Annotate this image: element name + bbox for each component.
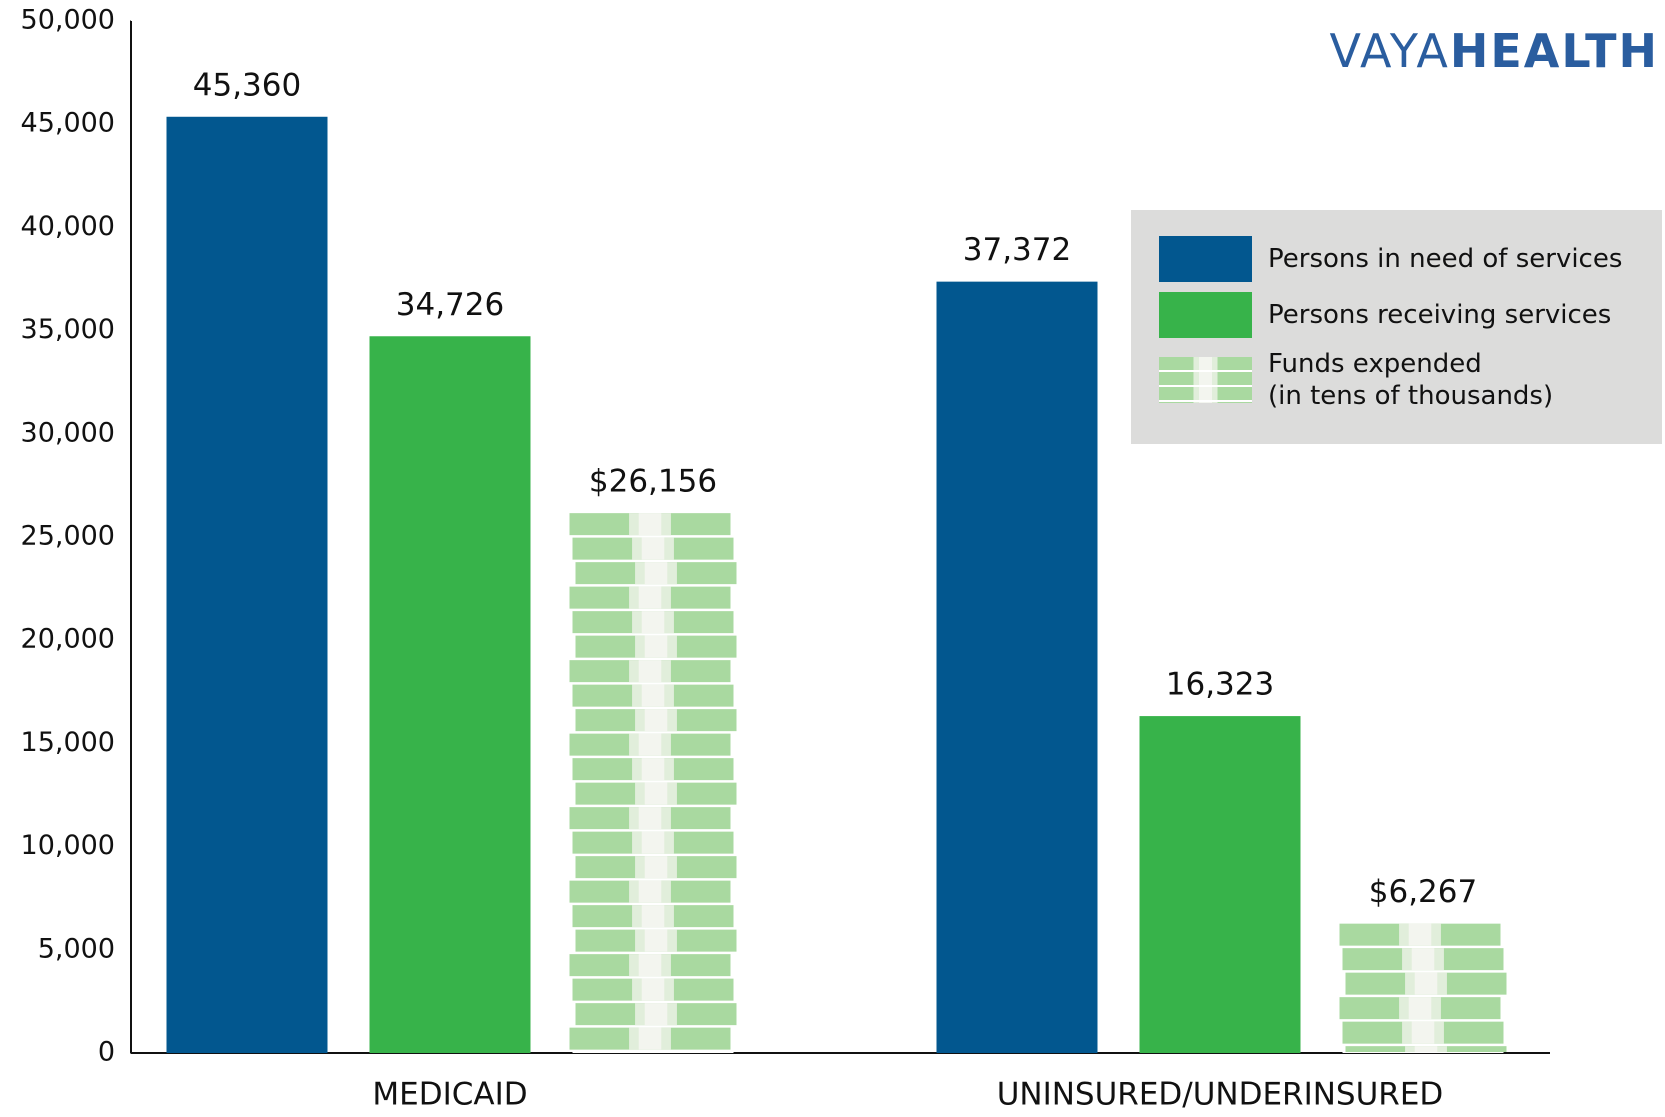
bill-band: [645, 856, 668, 878]
bill-band: [639, 660, 662, 682]
bill-band: [645, 636, 668, 658]
bar: [167, 117, 328, 1053]
bill-band: [1409, 924, 1432, 946]
bill-band: [639, 807, 662, 829]
y-tick-label: 40,000: [21, 211, 115, 242]
value-label: 34,726: [396, 287, 504, 323]
legend-swatch: [1159, 292, 1252, 338]
y-tick-label: 35,000: [21, 314, 115, 345]
x-tick-label: UNINSURED/UNDERINSURED: [997, 1077, 1444, 1113]
bill-band: [645, 930, 668, 952]
legend-item: Persons in need of services: [1159, 236, 1662, 282]
bar: [937, 282, 1098, 1053]
y-tick-label: 0: [98, 1037, 115, 1068]
bill-band: [642, 758, 665, 780]
bill-band: [645, 1003, 668, 1025]
bill-band: [642, 905, 665, 927]
value-label: $6,267: [1369, 874, 1477, 910]
y-tick-label: 25,000: [21, 521, 115, 552]
value-label: 37,372: [963, 232, 1071, 268]
legend-item: Persons receiving services: [1159, 292, 1662, 338]
y-tick-label: 15,000: [21, 727, 115, 758]
y-tick-label: 20,000: [21, 624, 115, 655]
value-label: 45,360: [193, 67, 301, 103]
brand-light: VAYA: [1329, 24, 1449, 78]
brand-bold: HEALTH: [1450, 24, 1659, 78]
y-tick-label: 45,000: [21, 108, 115, 139]
value-label: $26,156: [589, 464, 717, 500]
bill-band: [1415, 973, 1438, 995]
bill-band: [645, 709, 668, 731]
bill-band: [639, 1028, 662, 1050]
bill-band: [645, 783, 668, 805]
bill-band: [639, 734, 662, 756]
y-tick-label: 10,000: [21, 830, 115, 861]
bill-band: [1412, 1022, 1435, 1044]
bill-band: [642, 611, 665, 633]
y-tick-label: 30,000: [21, 417, 115, 448]
bill-band: [642, 979, 665, 1001]
bill-band: [1415, 1046, 1438, 1052]
y-tick-label: 50,000: [21, 5, 115, 36]
bill-band: [642, 685, 665, 707]
value-label: 16,323: [1166, 667, 1274, 703]
bill-band: [1409, 997, 1432, 1019]
y-tick-label: 5,000: [38, 933, 115, 964]
bill-band: [1412, 948, 1435, 970]
legend: Persons in need of services Persons recei…: [1131, 210, 1662, 444]
bar: [1140, 716, 1301, 1053]
bill-band: [642, 538, 665, 560]
page: 0 5,000 10,000 15,000 20,000 25,000 30,000 35,0…: [0, 0, 1665, 1117]
legend-item: Funds expended (in tens of thousands): [1159, 348, 1662, 412]
bill-band: [639, 587, 662, 609]
legend-label: Persons in need of services: [1268, 243, 1622, 275]
chart: 0 5,000 10,000 15,000 20,000 25,000 30,000 35,0…: [0, 0, 1665, 1117]
x-tick-label: MEDICAID: [372, 1077, 527, 1113]
bar: [370, 336, 531, 1053]
bill-band: [639, 513, 662, 535]
legend-label: Persons receiving services: [1268, 299, 1611, 331]
legend-label: Funds expended (in tens of thousands): [1268, 348, 1553, 412]
bill-band: [642, 832, 665, 854]
legend-swatch: [1159, 357, 1252, 403]
brand-logo: VAYAHEALTH: [1329, 24, 1659, 78]
legend-swatch: [1159, 236, 1252, 282]
legend-swatch-lines: [1159, 357, 1252, 403]
bill-band: [639, 881, 662, 903]
bill-band: [645, 562, 668, 584]
bill-band: [639, 954, 662, 976]
